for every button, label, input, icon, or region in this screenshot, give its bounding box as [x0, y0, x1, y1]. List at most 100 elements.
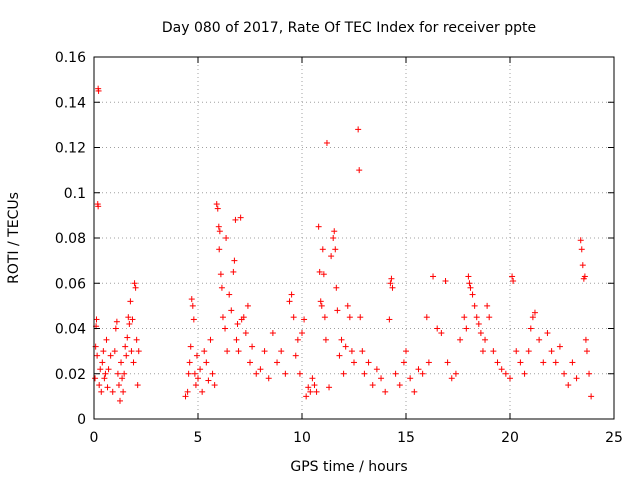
- data-point: [102, 370, 109, 377]
- data-point: [318, 302, 325, 309]
- data-point: [215, 223, 222, 230]
- data-point: [502, 370, 509, 377]
- data-point: [182, 393, 189, 400]
- data-point: [359, 348, 366, 355]
- data-point: [132, 284, 139, 291]
- data-point: [419, 370, 426, 377]
- axis-ticks: 0 0.02 0.04 0.06 0.08 0.1 0.12 0.14 0.16 0 5 10 15 20…: [55, 50, 623, 446]
- data-point: [400, 359, 407, 366]
- data-point: [521, 370, 528, 377]
- data-point: [544, 330, 551, 337]
- data-point: [130, 359, 137, 366]
- data-point: [95, 87, 102, 94]
- data-point: [309, 375, 316, 382]
- data-point: [434, 325, 441, 332]
- x-tick-label: 20: [501, 430, 519, 446]
- data-point: [369, 382, 376, 389]
- data-point: [99, 359, 106, 366]
- data-point: [92, 375, 99, 382]
- data-point: [95, 203, 102, 210]
- data-point: [207, 336, 214, 343]
- data-point: [319, 246, 326, 253]
- data-point: [134, 382, 141, 389]
- data-point: [191, 370, 198, 377]
- data-point: [316, 268, 323, 275]
- data-point: [389, 284, 396, 291]
- data-point: [223, 235, 230, 241]
- data-point: [257, 366, 264, 373]
- data-point: [388, 275, 395, 282]
- data-point: [290, 314, 297, 321]
- data-point: [331, 228, 338, 235]
- data-point: [111, 348, 118, 355]
- data-point: [107, 352, 114, 359]
- data-point: [479, 348, 486, 355]
- data-point: [425, 359, 432, 366]
- data-point: [104, 384, 111, 391]
- data-point: [205, 377, 212, 384]
- data-point: [565, 382, 572, 389]
- data-point: [490, 348, 497, 355]
- data-point: [340, 370, 347, 377]
- data-point: [529, 314, 536, 321]
- data-point: [274, 359, 281, 366]
- data-point: [242, 330, 249, 337]
- data-point: [498, 366, 505, 373]
- data-point: [315, 223, 322, 230]
- data-point: [333, 284, 340, 291]
- y-tick-label: 0.08: [55, 231, 86, 247]
- data-point: [303, 393, 310, 400]
- data-point: [203, 359, 210, 366]
- data-point: [415, 366, 422, 373]
- data-point: [234, 320, 241, 327]
- data-point: [407, 375, 414, 382]
- data-point: [299, 330, 305, 337]
- data-point: [213, 201, 220, 208]
- data-point: [484, 302, 491, 309]
- data-point: [403, 348, 409, 355]
- y-tick-label: 0.1: [64, 186, 86, 202]
- data-point: [322, 336, 329, 343]
- data-point: [294, 336, 301, 343]
- data-point: [97, 366, 104, 373]
- data-point: [307, 388, 314, 395]
- data-point: [573, 375, 580, 382]
- data-point: [361, 370, 368, 377]
- data-point: [235, 348, 242, 355]
- data-point: [356, 167, 363, 174]
- data-point: [190, 316, 197, 323]
- data-point: [122, 343, 129, 350]
- data-point: [469, 291, 476, 298]
- data-point: [100, 348, 107, 355]
- data-point: [328, 253, 335, 260]
- data-point: [582, 336, 589, 343]
- data-point: [201, 348, 208, 355]
- data-point: [330, 235, 337, 241]
- x-tick-label: 10: [293, 430, 311, 446]
- data-point: [120, 388, 127, 395]
- data-point: [320, 271, 327, 278]
- data-point: [118, 359, 125, 366]
- data-point: [588, 393, 595, 400]
- data-point: [336, 352, 343, 359]
- data-point: [217, 271, 224, 278]
- data-point: [117, 397, 123, 404]
- data-point: [531, 309, 538, 316]
- data-point: [396, 382, 403, 389]
- chart-title: Day 080 of 2017, Rate Of TEC Index for r…: [162, 20, 536, 36]
- data-point: [465, 273, 472, 280]
- data-point: [253, 370, 260, 377]
- data-point: [332, 246, 339, 253]
- data-point: [129, 316, 136, 323]
- data-point: [438, 330, 445, 337]
- data-point: [228, 307, 235, 314]
- data-point: [103, 336, 110, 343]
- data-point: [296, 370, 303, 377]
- data-point: [586, 370, 593, 377]
- data-point: [552, 359, 559, 366]
- data-point: [211, 382, 218, 389]
- data-point: [326, 384, 333, 391]
- data-point: [442, 277, 449, 284]
- data-point: [135, 348, 142, 355]
